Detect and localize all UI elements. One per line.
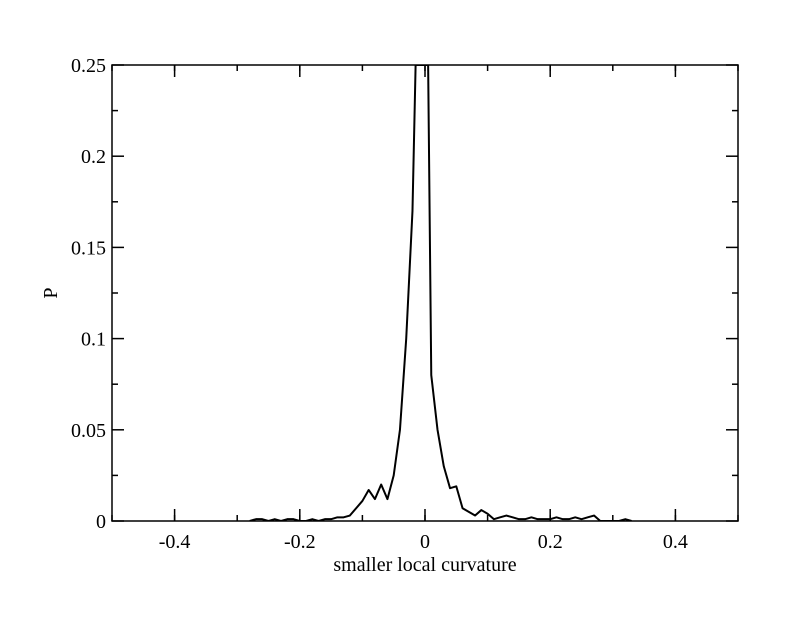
x-tick-label: 0.2 (538, 531, 563, 553)
x-tick-label: -0.4 (159, 531, 191, 553)
series-layer (249, 65, 632, 521)
ticks-layer (111, 64, 739, 522)
x-tick-label: 0 (420, 531, 430, 553)
y-tick-label: 0.25 (71, 55, 106, 77)
x-axis-label: smaller local curvature (333, 554, 516, 576)
x-tick-label: 0.4 (663, 531, 688, 553)
y-tick-label: 0.1 (81, 329, 106, 351)
y-axis-label: P (40, 287, 62, 298)
y-tick-label: 0.2 (81, 146, 106, 168)
tick-labels-layer: -0.4 -0.2 0 0.2 0.4 0 0.05 0.1 0.15 0.2 0.25 (71, 55, 688, 553)
x-tick-label: -0.2 (284, 531, 316, 553)
y-tick-label: 0 (96, 511, 106, 533)
y-tick-label: 0.15 (71, 237, 106, 259)
y-tick-label: 0.05 (71, 420, 106, 442)
plot-frame (111, 64, 739, 522)
series-line (249, 65, 632, 521)
